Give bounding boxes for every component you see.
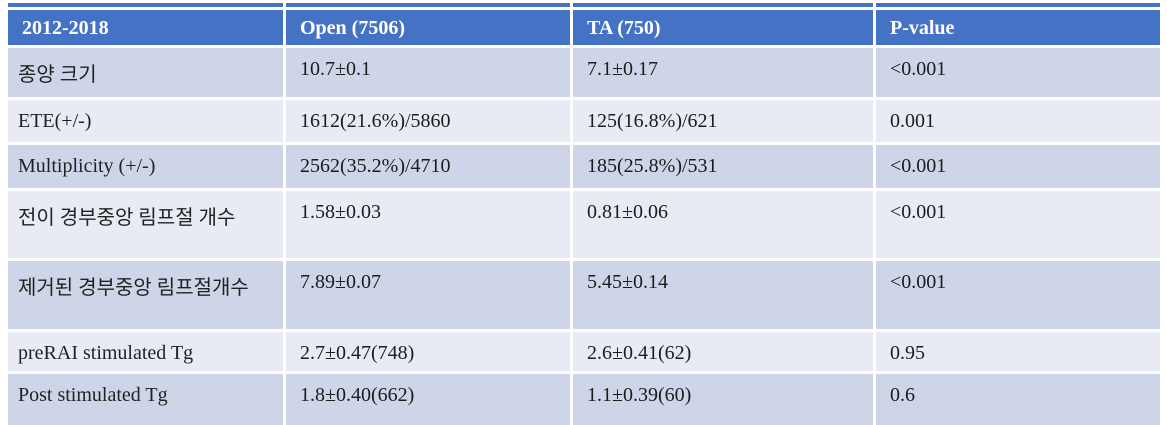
- column-header-period: 2012-2018: [8, 10, 283, 45]
- table-row-post-stimulated-tg: Post stimulated Tg 1.8±0.40(662) 1.1±0.3…: [8, 374, 1160, 425]
- top-border-segment: [573, 3, 873, 7]
- top-border-segment: [286, 3, 570, 7]
- ta-value-cell: 1.1±0.39(60): [573, 374, 873, 425]
- table-row-prerai-stimulated-tg: preRAI stimulated Tg 2.7±0.47(748) 2.6±0…: [8, 332, 1160, 371]
- table-row-removed-central-ln: 제거된 경부중앙 림프절개수 7.89±0.07 5.45±0.14 <0.00…: [8, 261, 1160, 329]
- row-label-cell: preRAI stimulated Tg: [8, 332, 283, 371]
- row-label-cell: ETE(+/-): [8, 100, 283, 142]
- row-label-cell: 전이 경부중앙 림프절 개수: [8, 191, 283, 258]
- table-row-multiplicity: Multiplicity (+/-) 2562(35.2%)/4710 185(…: [8, 145, 1160, 188]
- row-label-cell: Post stimulated Tg: [8, 374, 283, 425]
- table-top-border: [8, 3, 1160, 7]
- open-value-cell: 1.8±0.40(662): [286, 374, 570, 425]
- open-value-cell: 1.58±0.03: [286, 191, 570, 258]
- top-border-segment: [876, 3, 1160, 7]
- column-header-ta: TA (750): [573, 10, 873, 45]
- open-value-cell: 1612(21.6%)/5860: [286, 100, 570, 142]
- column-header-open: Open (7506): [286, 10, 570, 45]
- row-label-cell: 종양 크기: [8, 48, 283, 97]
- p-value-cell: 0.001: [876, 100, 1160, 142]
- table-header-row: 2012-2018 Open (7506) TA (750) P-value: [8, 10, 1160, 45]
- ta-value-cell: 185(25.8%)/531: [573, 145, 873, 188]
- comparison-table: 2012-2018 Open (7506) TA (750) P-value 종…: [5, 0, 1163, 425]
- table-row-metastatic-central-ln: 전이 경부중앙 림프절 개수 1.58±0.03 0.81±0.06 <0.00…: [8, 191, 1160, 258]
- table-row-tumor-size: 종양 크기 10.7±0.1 7.1±0.17 <0.001: [8, 48, 1160, 97]
- open-value-cell: 2.7±0.47(748): [286, 332, 570, 371]
- table-row-ete: ETE(+/-) 1612(21.6%)/5860 125(16.8%)/621…: [8, 100, 1160, 142]
- row-label-cell: Multiplicity (+/-): [8, 145, 283, 188]
- p-value-cell: 0.6: [876, 374, 1160, 425]
- top-border-segment: [8, 3, 283, 7]
- p-value-cell: <0.001: [876, 191, 1160, 258]
- ta-value-cell: 125(16.8%)/621: [573, 100, 873, 142]
- p-value-cell: 0.95: [876, 332, 1160, 371]
- open-value-cell: 10.7±0.1: [286, 48, 570, 97]
- column-header-pvalue: P-value: [876, 10, 1160, 45]
- p-value-cell: <0.001: [876, 145, 1160, 188]
- ta-value-cell: 7.1±0.17: [573, 48, 873, 97]
- ta-value-cell: 5.45±0.14: [573, 261, 873, 329]
- open-value-cell: 2562(35.2%)/4710: [286, 145, 570, 188]
- ta-value-cell: 2.6±0.41(62): [573, 332, 873, 371]
- ta-value-cell: 0.81±0.06: [573, 191, 873, 258]
- p-value-cell: <0.001: [876, 261, 1160, 329]
- open-value-cell: 7.89±0.07: [286, 261, 570, 329]
- row-label-cell: 제거된 경부중앙 림프절개수: [8, 261, 283, 329]
- p-value-cell: <0.001: [876, 48, 1160, 97]
